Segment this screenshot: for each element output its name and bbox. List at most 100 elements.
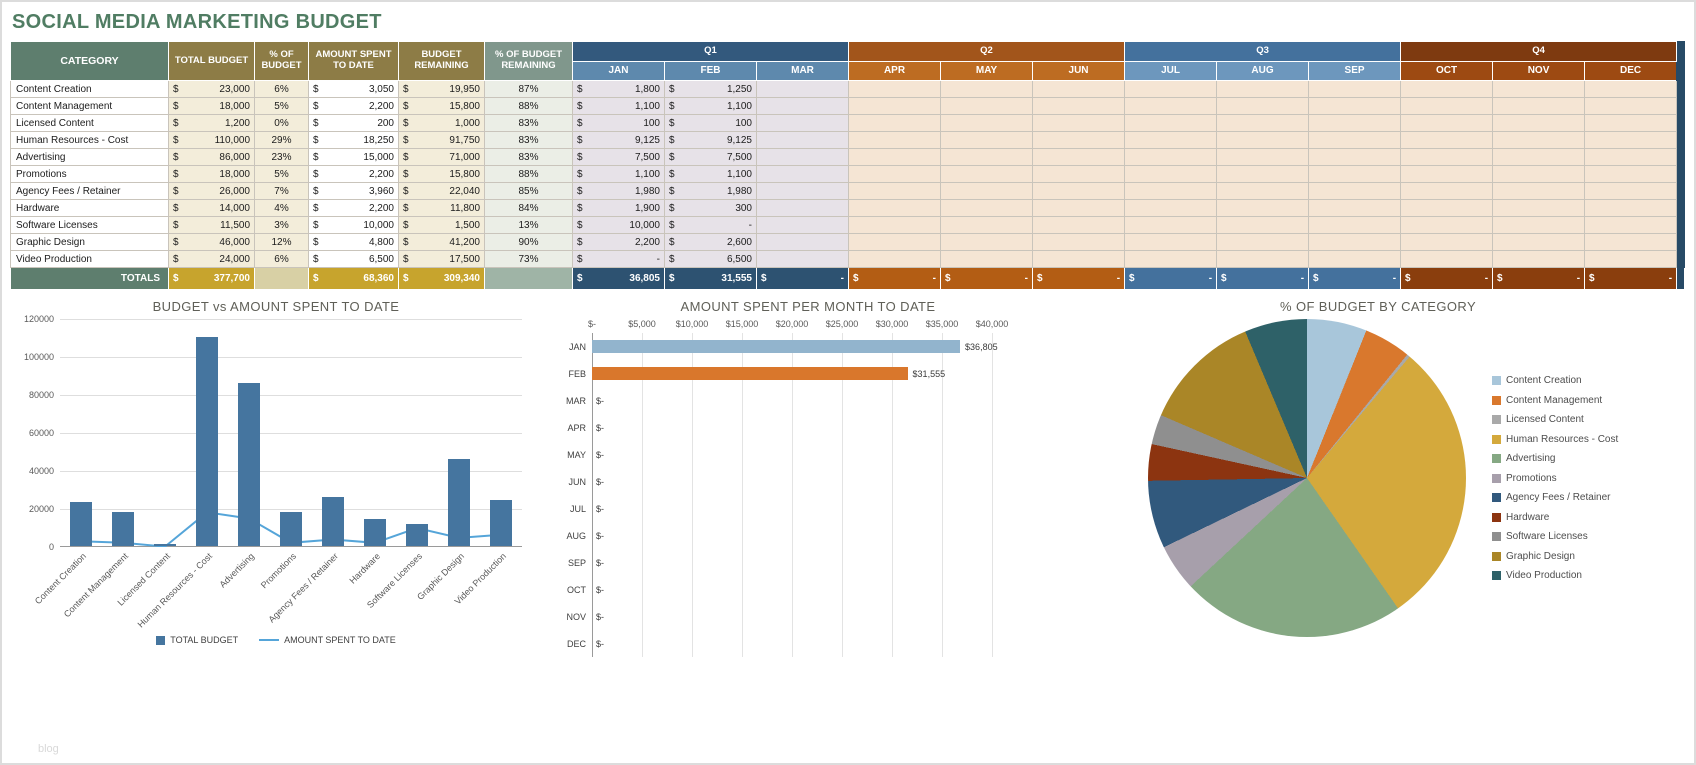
cell-aug[interactable] xyxy=(1216,250,1310,268)
cell-mar[interactable] xyxy=(755,216,850,234)
cell-jan[interactable]: $1,980 xyxy=(572,182,665,200)
cell-nov[interactable] xyxy=(1492,250,1586,268)
amount-spent-cell[interactable]: $2,200 xyxy=(308,165,399,183)
header-q4[interactable]: Q4 xyxy=(1400,41,1678,62)
totals-dec[interactable]: $ - xyxy=(1584,267,1678,290)
cell-aug[interactable] xyxy=(1216,216,1310,234)
budget-bar[interactable] xyxy=(112,511,134,546)
budget-remaining-cell[interactable]: $22,040 xyxy=(398,182,485,200)
cell-jul[interactable] xyxy=(1124,131,1218,149)
totals-apr[interactable]: $ - xyxy=(848,267,942,290)
cell-aug[interactable] xyxy=(1216,199,1310,217)
totals-jan[interactable]: $36,805 xyxy=(572,267,665,290)
cell-may[interactable] xyxy=(940,233,1034,251)
cell-oct[interactable] xyxy=(1400,233,1494,251)
budget-remaining-cell[interactable]: $17,500 xyxy=(398,250,485,268)
total-budget-cell[interactable]: $18,000 xyxy=(168,97,255,115)
header-budget-remaining[interactable]: BUDGET REMAINING xyxy=(398,41,485,81)
cell-jun[interactable] xyxy=(1032,114,1126,132)
cell-oct[interactable] xyxy=(1400,97,1494,115)
category-cell[interactable]: Agency Fees / Retainer xyxy=(10,182,169,200)
cell-sep[interactable] xyxy=(1308,250,1402,268)
legend-item[interactable]: Graphic Design xyxy=(1492,546,1618,566)
cell-oct[interactable] xyxy=(1400,250,1494,268)
amount-spent-cell[interactable]: $15,000 xyxy=(308,148,399,166)
legend-item[interactable]: Promotions xyxy=(1492,468,1618,488)
cell-oct[interactable] xyxy=(1400,216,1494,234)
category-cell[interactable]: Content Management xyxy=(10,97,169,115)
cell-jun[interactable] xyxy=(1032,80,1126,98)
cell-jun[interactable] xyxy=(1032,216,1126,234)
cell-nov[interactable] xyxy=(1492,114,1586,132)
legend-item[interactable]: Agency Fees / Retainer xyxy=(1492,488,1618,508)
header-total-budget[interactable]: TOTAL BUDGET xyxy=(168,41,255,81)
cell-mar[interactable] xyxy=(755,148,850,166)
cell-jun[interactable] xyxy=(1032,199,1126,217)
pct-remaining-cell[interactable]: 84% xyxy=(484,199,573,217)
cell-feb[interactable]: $2,600 xyxy=(664,233,757,251)
budget-remaining-cell[interactable]: $1,000 xyxy=(398,114,485,132)
spent-bar[interactable] xyxy=(592,340,961,353)
pct-remaining-cell[interactable]: 88% xyxy=(484,97,573,115)
cell-dec[interactable] xyxy=(1584,250,1678,268)
category-cell[interactable]: Promotions xyxy=(10,165,169,183)
totals-amount-spent[interactable]: $68,360 xyxy=(308,267,399,290)
pct-remaining-cell[interactable]: 83% xyxy=(484,148,573,166)
total-budget-cell[interactable]: $14,000 xyxy=(168,199,255,217)
cell-jun[interactable] xyxy=(1032,97,1126,115)
cell-feb[interactable]: $7,500 xyxy=(664,148,757,166)
legend-item[interactable]: Hardware xyxy=(1492,507,1618,527)
budget-bar[interactable] xyxy=(448,458,470,546)
cell-dec[interactable] xyxy=(1584,233,1678,251)
cell-sep[interactable] xyxy=(1308,216,1402,234)
totals-pct-of-budget[interactable] xyxy=(254,267,309,290)
cell-nov[interactable] xyxy=(1492,216,1586,234)
pct-of-budget-cell[interactable]: 3% xyxy=(254,216,309,234)
header-pct-remaining[interactable]: % OF BUDGET REMAINING xyxy=(484,41,573,81)
cell-jul[interactable] xyxy=(1124,80,1218,98)
cell-jun[interactable] xyxy=(1032,250,1126,268)
budget-bar[interactable] xyxy=(154,543,176,546)
cell-nov[interactable] xyxy=(1492,148,1586,166)
cell-jan[interactable]: $100 xyxy=(572,114,665,132)
cell-nov[interactable] xyxy=(1492,80,1586,98)
cell-nov[interactable] xyxy=(1492,182,1586,200)
cell-feb[interactable]: $1,100 xyxy=(664,97,757,115)
header-month-aug[interactable]: AUG xyxy=(1216,61,1310,81)
total-budget-cell[interactable]: $110,000 xyxy=(168,131,255,149)
cell-oct[interactable] xyxy=(1400,80,1494,98)
totals-feb[interactable]: $31,555 xyxy=(664,267,757,290)
cell-aug[interactable] xyxy=(1216,233,1310,251)
cell-sep[interactable] xyxy=(1308,131,1402,149)
cell-nov[interactable] xyxy=(1492,131,1586,149)
cell-jul[interactable] xyxy=(1124,199,1218,217)
cell-sep[interactable] xyxy=(1308,80,1402,98)
cell-dec[interactable] xyxy=(1584,199,1678,217)
totals-sep[interactable]: $ - xyxy=(1308,267,1402,290)
amount-spent-cell[interactable]: $10,000 xyxy=(308,216,399,234)
cell-apr[interactable] xyxy=(848,182,942,200)
header-month-oct[interactable]: OCT xyxy=(1400,61,1494,81)
category-cell[interactable]: Content Creation xyxy=(10,80,169,98)
cell-oct[interactable] xyxy=(1400,114,1494,132)
total-budget-cell[interactable]: $86,000 xyxy=(168,148,255,166)
category-cell[interactable]: Human Resources - Cost xyxy=(10,131,169,149)
header-month-nov[interactable]: NOV xyxy=(1492,61,1586,81)
cell-mar[interactable] xyxy=(755,250,850,268)
budget-remaining-cell[interactable]: $11,800 xyxy=(398,199,485,217)
cell-feb[interactable]: $100 xyxy=(664,114,757,132)
budget-remaining-cell[interactable]: $91,750 xyxy=(398,131,485,149)
pct-of-budget-cell[interactable]: 23% xyxy=(254,148,309,166)
totals-jun[interactable]: $ - xyxy=(1032,267,1126,290)
pct-of-budget-cell[interactable]: 29% xyxy=(254,131,309,149)
pct-of-budget-cell[interactable]: 5% xyxy=(254,97,309,115)
budget-bar[interactable] xyxy=(280,511,302,546)
cell-sep[interactable] xyxy=(1308,97,1402,115)
cell-dec[interactable] xyxy=(1584,80,1678,98)
header-month-jul[interactable]: JUL xyxy=(1124,61,1218,81)
cell-oct[interactable] xyxy=(1400,131,1494,149)
cell-may[interactable] xyxy=(940,131,1034,149)
category-cell[interactable]: Licensed Content xyxy=(10,114,169,132)
cell-mar[interactable] xyxy=(755,182,850,200)
pct-remaining-cell[interactable]: 83% xyxy=(484,114,573,132)
